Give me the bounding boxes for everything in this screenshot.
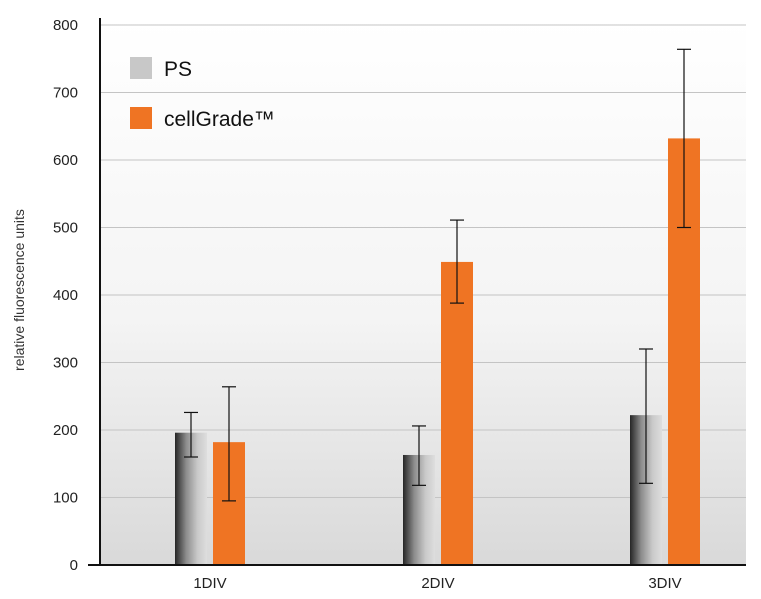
error-bar-ps (412, 425, 426, 486)
y-tick-label: 200 (53, 422, 78, 439)
y-tick-label: 500 (53, 220, 78, 237)
y-tick-label: 600 (53, 152, 78, 169)
y-tick-label: 800 (53, 17, 78, 34)
legend-swatch-ps (130, 57, 152, 79)
error-bar-cellgrade (222, 386, 236, 502)
y-tick-label: 700 (53, 85, 78, 102)
x-tick-labels: 1DIV 2DIV 3DIV (193, 575, 681, 592)
error-bar-ps (639, 348, 653, 484)
legend-label-ps: PS (164, 58, 192, 81)
y-axis-label: relative fluorescence units (11, 209, 27, 371)
x-tick-label: 3DIV (648, 575, 681, 592)
y-tick-label: 400 (53, 287, 78, 304)
error-bar-cellgrade (677, 48, 691, 229)
y-tick-label: 100 (53, 490, 78, 507)
bar-cellgrade (441, 261, 473, 565)
y-tick-label: 0 (70, 557, 78, 574)
error-bar-cellgrade (450, 219, 464, 304)
bars (175, 138, 700, 565)
error-bars (184, 48, 691, 502)
y-tick-labels: 0 100 200 300 400 500 600 700 800 (53, 17, 78, 574)
x-tick-label: 1DIV (193, 575, 226, 592)
legend-swatch-cellgrade (130, 107, 152, 129)
legend: PS cellGrade™ (130, 57, 275, 131)
grid (100, 24, 746, 498)
legend-label-cellgrade: cellGrade™ (164, 108, 275, 131)
y-tick-label: 300 (53, 355, 78, 372)
error-bar-ps (184, 411, 198, 458)
x-tick-label: 2DIV (421, 575, 454, 592)
axes (88, 18, 746, 566)
